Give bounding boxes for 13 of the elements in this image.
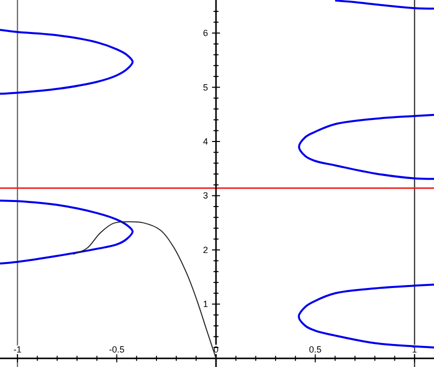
x-tick-label: 0.5 [309, 344, 322, 354]
y-tick-label: 5 [202, 82, 208, 92]
y-tick-label: 1 [202, 299, 208, 310]
y-tick-label: 6 [202, 28, 208, 38]
y-tick-label: 3 [202, 190, 208, 201]
y-tick-label: 2 [202, 244, 208, 255]
x-tick-label: -0.5 [108, 344, 124, 354]
line-series [0, 28, 134, 95]
y-tick-label: 4 [202, 136, 208, 146]
line-series [298, 114, 434, 180]
line-series [334, 0, 434, 10]
line-series [0, 200, 134, 264]
line-series [72, 221, 217, 359]
